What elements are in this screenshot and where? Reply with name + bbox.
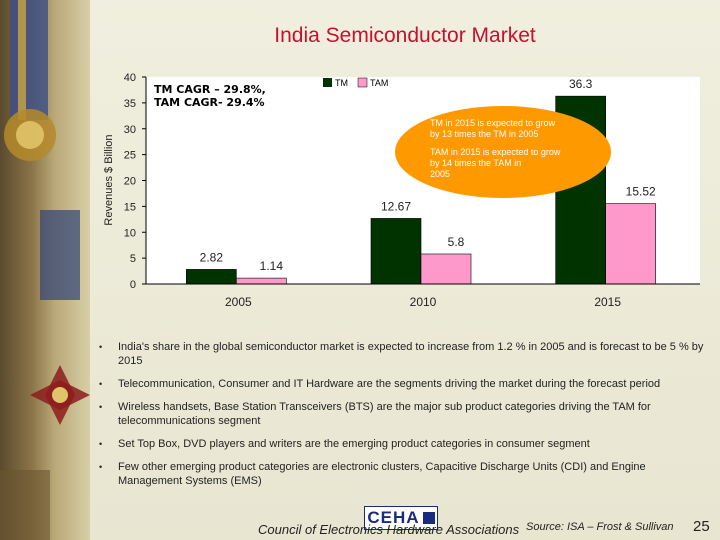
callout-text-tam: TAM in 2015 is expected to grow by 14 ti… [430, 147, 563, 179]
bar-chart: 0 5 10 15 20 25 30 35 40 2.82 1.14 12.67 5.8 36.3 15.… [103, 72, 700, 309]
cagr-annotation-line-1: TM CAGR – 29.8%, [154, 83, 266, 96]
data-label: 12.67 [381, 199, 411, 213]
x-tick-label: 2010 [410, 295, 437, 309]
callout-text-tm: TM in 2015 is expected to grow by 13 tim… [430, 118, 558, 139]
legend-swatch-tam [357, 77, 368, 88]
ceha-logo: CEHA [364, 506, 438, 530]
bar-tm [186, 269, 237, 285]
legend-label-tm: TM [335, 78, 348, 88]
cagr-annotation-line-2: TAM CAGR- 29.4% [154, 96, 265, 109]
data-label: 36.3 [569, 77, 593, 91]
data-label: 2.82 [200, 250, 224, 264]
y-axis-ticks: 0 5 10 15 20 25 30 35 40 [124, 72, 146, 291]
x-axis-labels: 2005 2010 2015 [225, 295, 621, 309]
y-tick-label: 5 [130, 253, 136, 265]
slide-title: India Semiconductor Market [274, 24, 536, 47]
legend-swatch-tm [323, 78, 332, 87]
page-number: 25 [693, 518, 710, 535]
legend-label-tam: TAM [370, 78, 388, 88]
y-tick-label: 15 [124, 201, 136, 213]
bullet-list: • India's share in the global semiconduct… [96, 340, 706, 497]
y-tick-label: 0 [130, 279, 136, 291]
bullet-item: • Wireless handsets, Base Station Transce… [99, 401, 651, 427]
data-label: 5.8 [448, 235, 465, 249]
bullet-item: • Telecommunication, Consumer and IT Hard… [99, 378, 661, 390]
y-tick-label: 35 [124, 98, 136, 110]
bullet-item: • India's share in the global semiconduct… [99, 341, 704, 367]
data-label: 1.14 [260, 259, 284, 273]
y-tick-label: 20 [124, 176, 136, 188]
bar-tm [370, 218, 422, 285]
bar-tam [420, 253, 472, 285]
y-tick-label: 25 [124, 150, 136, 162]
bullet-item: • Set Top Box, DVD players and writers ar… [99, 438, 590, 450]
medal-decoration [0, 0, 90, 540]
x-tick-label: 2005 [225, 295, 252, 309]
data-label: 15.52 [626, 185, 656, 199]
growth-callout: TM in 2015 is expected to grow by 13 tim… [395, 106, 611, 198]
bullet-item: • Few other emerging product categories a… [99, 461, 646, 487]
legend: TM TAM [323, 77, 388, 88]
callout-bubble [395, 106, 611, 198]
y-axis-label: Revenues $ Billion [103, 134, 115, 225]
y-tick-label: 30 [124, 124, 136, 136]
decorative-sidebar-image [0, 0, 90, 540]
logo-mark-icon [422, 512, 435, 524]
footer-organization: Council of Electronics Hardware Associat… [258, 522, 520, 537]
bar-tam [605, 203, 656, 285]
y-tick-label: 10 [124, 227, 136, 239]
y-tick-label: 40 [124, 72, 136, 84]
footer-source: Source: ISA – Frost & Sullivan [526, 521, 674, 533]
x-tick-label: 2015 [594, 295, 621, 309]
bar-tam [236, 277, 287, 285]
